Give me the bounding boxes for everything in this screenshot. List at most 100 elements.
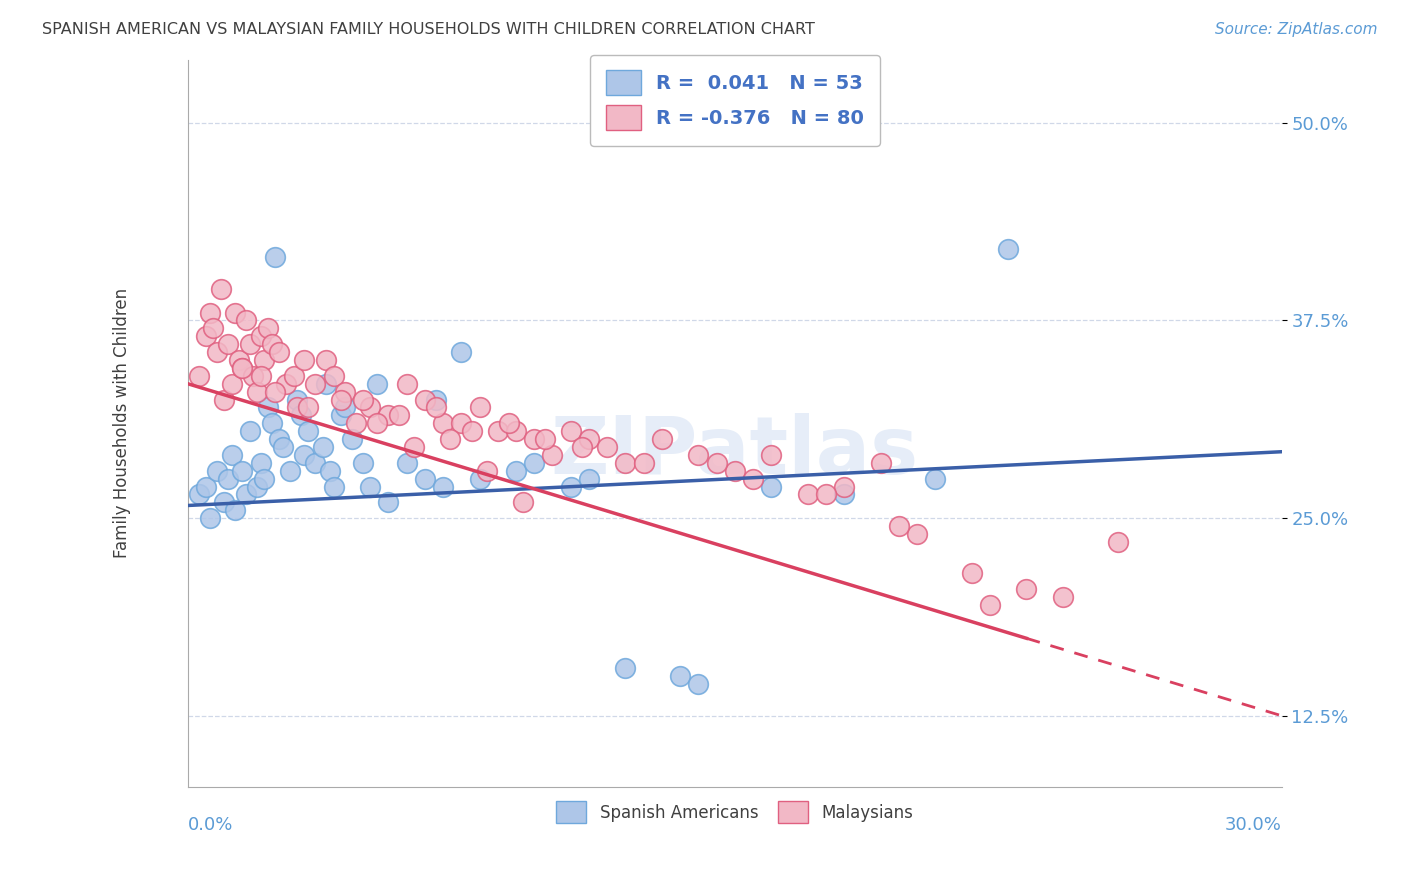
Point <box>468 472 491 486</box>
Legend: Spanish Americans, Malaysians: Spanish Americans, Malaysians <box>550 795 920 830</box>
Point <box>633 456 655 470</box>
Point <box>195 329 218 343</box>
Point <box>924 472 946 486</box>
Point <box>187 487 209 501</box>
Point <box>249 329 271 343</box>
Point <box>814 487 837 501</box>
Point <box>578 472 600 486</box>
Point <box>688 448 710 462</box>
Point <box>761 479 783 493</box>
Point <box>979 598 1001 612</box>
Point <box>322 368 344 383</box>
Point <box>578 432 600 446</box>
Point <box>560 479 582 493</box>
Point <box>228 353 250 368</box>
Point <box>322 479 344 493</box>
Point <box>425 392 447 407</box>
Point <box>304 376 326 391</box>
Text: Source: ZipAtlas.com: Source: ZipAtlas.com <box>1215 22 1378 37</box>
Point <box>231 360 253 375</box>
Point <box>377 495 399 509</box>
Point <box>706 456 728 470</box>
Point <box>315 353 337 368</box>
Point <box>312 440 335 454</box>
Point <box>205 464 228 478</box>
Point <box>742 472 765 486</box>
Point <box>486 424 509 438</box>
Point <box>264 384 287 399</box>
Point <box>395 456 418 470</box>
Point <box>290 409 312 423</box>
Point <box>395 376 418 391</box>
Point <box>333 401 356 415</box>
Point <box>523 432 546 446</box>
Point <box>468 401 491 415</box>
Point <box>333 384 356 399</box>
Point <box>253 472 276 486</box>
Point <box>214 495 236 509</box>
Point <box>319 464 342 478</box>
Point <box>669 669 692 683</box>
Point <box>217 472 239 486</box>
Point <box>1052 590 1074 604</box>
Point <box>614 661 637 675</box>
Point <box>366 417 388 431</box>
Point <box>523 456 546 470</box>
Point <box>257 321 280 335</box>
Point <box>388 409 411 423</box>
Point <box>239 337 262 351</box>
Point <box>267 345 290 359</box>
Point <box>253 353 276 368</box>
Point <box>450 345 472 359</box>
Point <box>224 305 246 319</box>
Point <box>239 424 262 438</box>
Point <box>498 417 520 431</box>
Point <box>285 401 308 415</box>
Point <box>315 376 337 391</box>
Point <box>217 337 239 351</box>
Point <box>724 464 747 478</box>
Point <box>249 456 271 470</box>
Point <box>344 417 367 431</box>
Text: ZIPatlas: ZIPatlas <box>551 413 920 491</box>
Text: SPANISH AMERICAN VS MALAYSIAN FAMILY HOUSEHOLDS WITH CHILDREN CORRELATION CHART: SPANISH AMERICAN VS MALAYSIAN FAMILY HOU… <box>42 22 815 37</box>
Point <box>688 677 710 691</box>
Point <box>832 487 855 501</box>
Point <box>512 495 534 509</box>
Point <box>887 519 910 533</box>
Point <box>297 401 319 415</box>
Point <box>997 243 1019 257</box>
Point <box>905 527 928 541</box>
Point <box>283 368 305 383</box>
Point <box>304 456 326 470</box>
Point <box>260 337 283 351</box>
Text: Family Households with Children: Family Households with Children <box>112 288 131 558</box>
Point <box>425 401 447 415</box>
Point <box>329 409 352 423</box>
Point <box>505 424 527 438</box>
Point <box>246 479 269 493</box>
Point <box>231 360 253 375</box>
Text: 30.0%: 30.0% <box>1225 816 1282 834</box>
Point <box>614 456 637 470</box>
Point <box>1015 582 1038 597</box>
Point <box>651 432 673 446</box>
Point <box>402 440 425 454</box>
Point <box>352 456 374 470</box>
Point <box>231 464 253 478</box>
Point <box>205 345 228 359</box>
Point <box>505 464 527 478</box>
Point <box>413 392 436 407</box>
Point <box>432 417 454 431</box>
Point <box>461 424 484 438</box>
Point <box>195 479 218 493</box>
Point <box>187 368 209 383</box>
Point <box>214 392 236 407</box>
Point <box>541 448 564 462</box>
Point <box>276 376 298 391</box>
Point <box>796 487 818 501</box>
Point <box>278 464 301 478</box>
Point <box>202 321 225 335</box>
Point <box>271 440 294 454</box>
Point <box>413 472 436 486</box>
